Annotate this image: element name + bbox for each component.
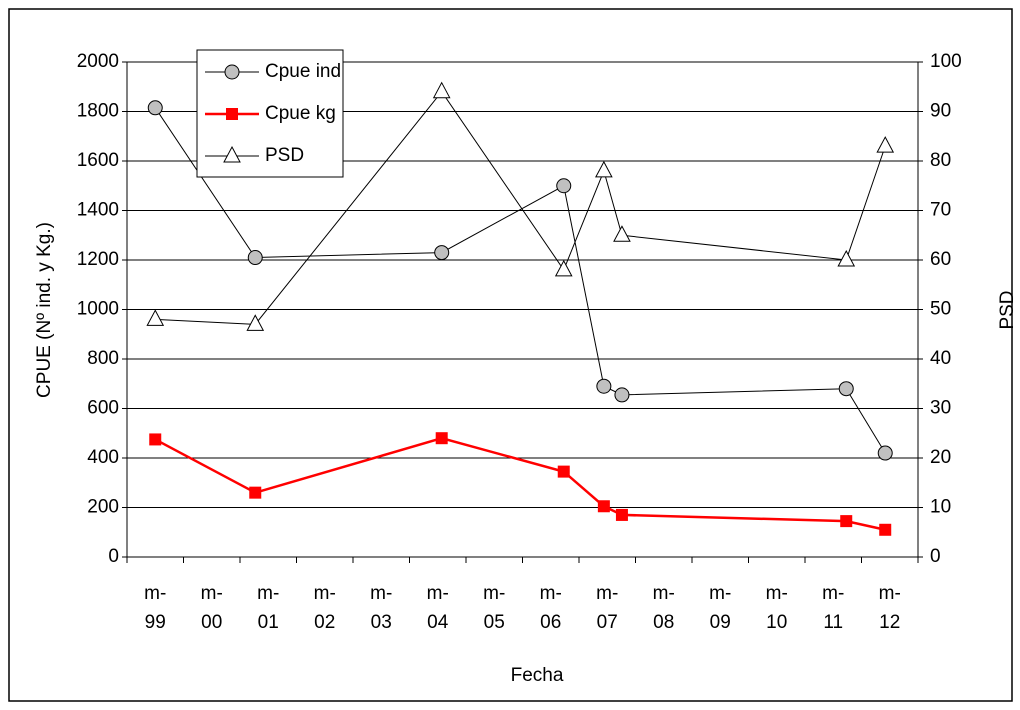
y2-tick-label: 90 — [930, 101, 951, 122]
x-tick-label: m-06 — [539, 583, 562, 633]
y2-tick-label: 10 — [930, 497, 951, 518]
x-tick-label: m-01 — [257, 583, 280, 633]
chart-border — [8, 8, 1013, 702]
marker — [434, 245, 450, 261]
marker — [247, 250, 263, 266]
marker — [879, 523, 892, 536]
marker — [149, 433, 162, 446]
marker — [435, 432, 448, 445]
y2-tick-label: 100 — [930, 51, 962, 72]
y-tick-label: 600 — [87, 398, 119, 419]
y-tick-label: 1600 — [77, 150, 119, 171]
marker — [838, 381, 854, 397]
legend-label: Cpue kg — [265, 103, 336, 124]
y2-tick-label: 20 — [930, 447, 951, 468]
legend-marker — [224, 64, 240, 80]
marker — [877, 445, 893, 461]
x-axis-label: Fecha — [511, 665, 564, 686]
y2-tick-label: 50 — [930, 299, 951, 320]
x-tick-label: m-07 — [596, 583, 619, 633]
marker — [554, 259, 573, 277]
x-tick-label: m-02 — [313, 583, 336, 633]
x-tick-label: m-00 — [200, 583, 223, 633]
series — [147, 100, 893, 461]
x-tick-label: m-05 — [483, 583, 506, 633]
x-tick-label: m-08 — [652, 583, 675, 633]
y-tick-label: 400 — [87, 447, 119, 468]
y-tick-label: 800 — [87, 348, 119, 369]
legend-label: Cpue ind — [265, 61, 341, 82]
x-tick-label: m-04 — [426, 583, 449, 633]
marker — [595, 160, 613, 178]
marker — [840, 515, 853, 528]
marker — [596, 378, 612, 394]
y-tick-label: 2000 — [77, 51, 119, 72]
x-tick-label: m-03 — [370, 583, 393, 633]
marker — [556, 178, 572, 194]
y2-tick-label: 60 — [930, 249, 951, 270]
marker — [837, 249, 856, 267]
y-tick-label: 1400 — [77, 200, 119, 221]
series — [149, 432, 892, 536]
marker — [876, 136, 895, 153]
y-tick-label: 1800 — [77, 101, 119, 122]
y2-tick-label: 80 — [930, 150, 951, 171]
marker — [597, 500, 610, 513]
marker — [615, 508, 628, 521]
series-line — [154, 436, 886, 531]
marker — [249, 486, 262, 499]
y-tick-label: 1000 — [77, 299, 119, 320]
series-line — [154, 107, 886, 454]
legend-marker — [226, 108, 238, 120]
y2-tick-label: 70 — [930, 200, 951, 221]
x-tick-label: m-10 — [765, 583, 788, 633]
marker — [614, 387, 630, 403]
legend-marker — [223, 145, 241, 163]
y2-axis-label: PSD — [997, 290, 1018, 329]
y2-tick-label: 40 — [930, 348, 951, 369]
y2-tick-label: 0 — [930, 546, 941, 567]
marker — [147, 100, 163, 116]
series — [146, 81, 895, 331]
legend-label: PSD — [265, 145, 304, 166]
series-line — [155, 90, 886, 325]
marker — [432, 81, 451, 99]
marker — [613, 225, 631, 242]
y-tick-label: 1200 — [77, 249, 119, 270]
x-tick-label: m-11 — [822, 583, 845, 633]
marker — [557, 465, 570, 478]
y-tick-label: 200 — [87, 497, 119, 518]
y-tick-label: 0 — [108, 546, 119, 567]
y2-tick-label: 30 — [930, 398, 951, 419]
x-tick-label: m-09 — [709, 583, 732, 633]
marker — [246, 314, 265, 331]
marker — [146, 309, 165, 326]
x-tick-label: m-12 — [878, 583, 901, 633]
x-tick-label: m-99 — [144, 583, 167, 633]
y-axis-label: CPUE (Nº ind. y Kg.) — [34, 222, 55, 398]
